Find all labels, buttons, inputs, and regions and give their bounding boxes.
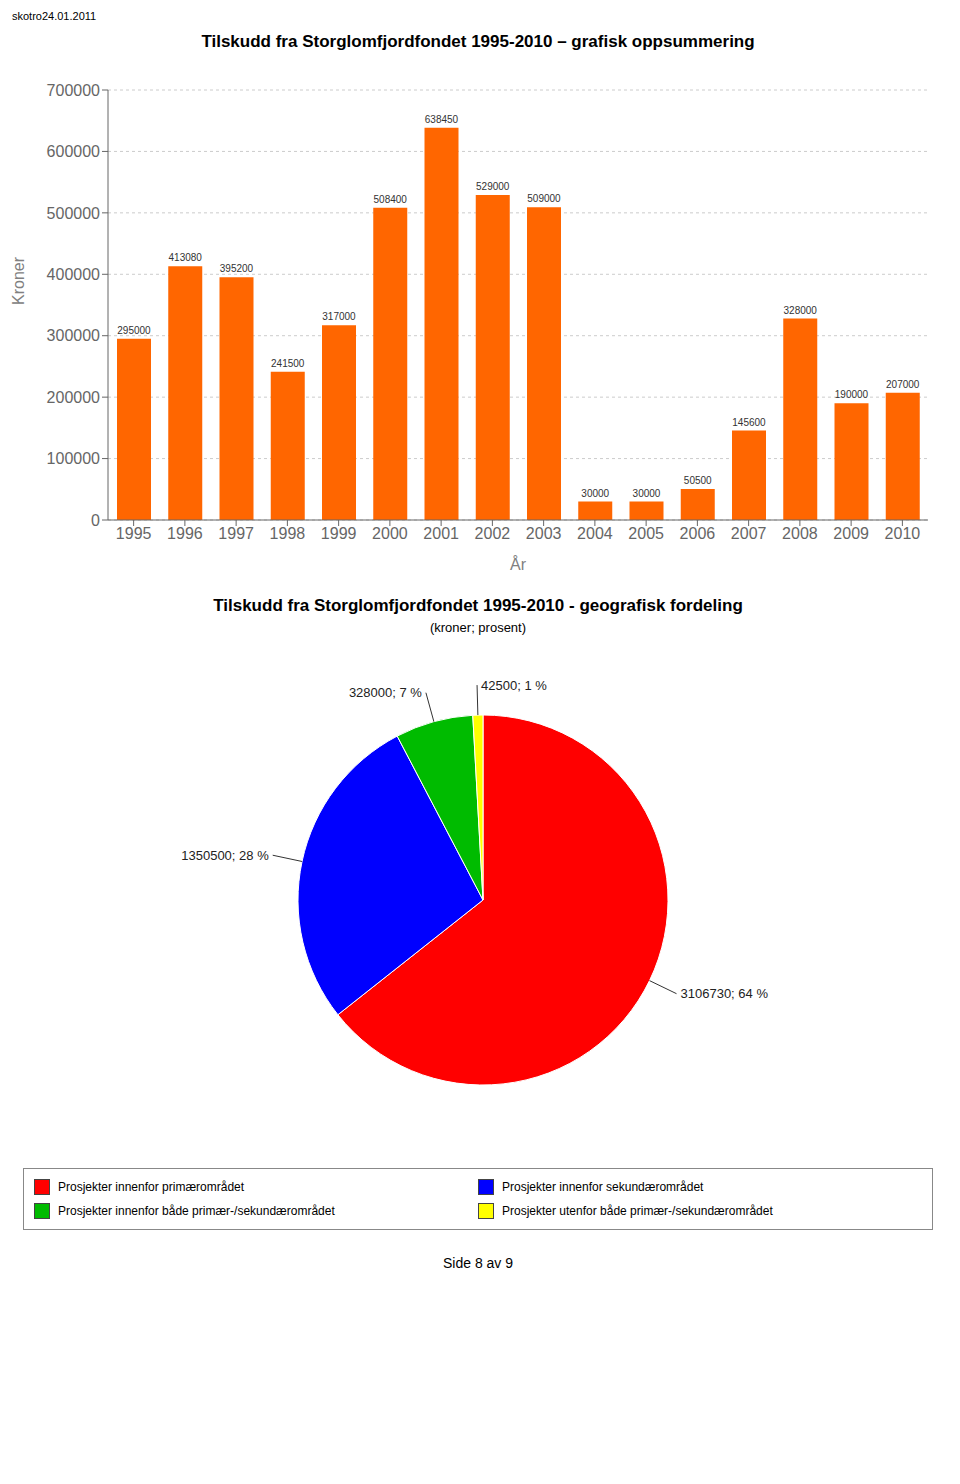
svg-text:529000: 529000 bbox=[476, 181, 510, 192]
svg-text:400000: 400000 bbox=[47, 266, 100, 283]
svg-text:1997: 1997 bbox=[218, 525, 254, 542]
svg-text:200000: 200000 bbox=[47, 389, 100, 406]
svg-text:509000: 509000 bbox=[527, 193, 561, 204]
svg-text:2004: 2004 bbox=[577, 525, 613, 542]
html-text:Side 8 av 9: Side 8 av 9 bbox=[443, 1255, 513, 1271]
svg-text:700000: 700000 bbox=[47, 82, 100, 99]
svg-text:2001: 2001 bbox=[423, 525, 459, 542]
svg-text:2005: 2005 bbox=[628, 525, 664, 542]
svg-text:42500; 1 %: 42500; 1 % bbox=[481, 678, 547, 693]
html-text:Prosjekter utenfor både primær: Prosjekter utenfor både primær-/sekundær… bbox=[502, 1204, 773, 1218]
svg-text:50500: 50500 bbox=[684, 475, 712, 486]
svg-text:1996: 1996 bbox=[167, 525, 203, 542]
svg-text:295000: 295000 bbox=[117, 325, 151, 336]
svg-text:1350500; 28 %: 1350500; 28 % bbox=[181, 848, 269, 863]
svg-text:2008: 2008 bbox=[782, 525, 818, 542]
svg-text:207000: 207000 bbox=[886, 379, 920, 390]
html-text:skotro24.01.2011: skotro24.01.2011 bbox=[12, 10, 97, 22]
svg-text:Kroner: Kroner bbox=[10, 256, 27, 305]
html-text:Tilskudd fra Storglomfjordfond: Tilskudd fra Storglomfjordfondet 1995-20… bbox=[201, 32, 755, 51]
svg-text:1998: 1998 bbox=[270, 525, 306, 542]
svg-text:30000: 30000 bbox=[633, 488, 661, 499]
svg-text:2007: 2007 bbox=[731, 525, 767, 542]
svg-text:145600: 145600 bbox=[732, 417, 766, 428]
html-text:Prosjekter innenfor både primæ: Prosjekter innenfor både primær-/sekundæ… bbox=[58, 1204, 335, 1218]
svg-text:508400: 508400 bbox=[374, 194, 408, 205]
svg-text:2002: 2002 bbox=[475, 525, 511, 542]
svg-text:2006: 2006 bbox=[680, 525, 716, 542]
svg-text:328000; 7 %: 328000; 7 % bbox=[349, 685, 422, 700]
svg-text:328000: 328000 bbox=[784, 305, 818, 316]
svg-text:300000: 300000 bbox=[47, 327, 100, 344]
svg-text:500000: 500000 bbox=[47, 205, 100, 222]
svg-text:241500: 241500 bbox=[271, 358, 305, 369]
html-text:Prosjekter innenfor sekundærom: Prosjekter innenfor sekundærområdet bbox=[502, 1180, 704, 1194]
html-text:Tilskudd fra Storglomfjordfond: Tilskudd fra Storglomfjordfondet 1995-20… bbox=[213, 596, 743, 615]
svg-text:395200: 395200 bbox=[220, 263, 254, 274]
svg-text:100000: 100000 bbox=[47, 450, 100, 467]
svg-text:638450: 638450 bbox=[425, 114, 459, 125]
svg-text:2003: 2003 bbox=[526, 525, 562, 542]
svg-text:317000: 317000 bbox=[322, 311, 356, 322]
html-text:Prosjekter innenfor primærområ: Prosjekter innenfor primærområdet bbox=[58, 1180, 245, 1194]
svg-text:1995: 1995 bbox=[116, 525, 152, 542]
svg-text:2010: 2010 bbox=[885, 525, 921, 542]
html-text:(kroner; prosent): (kroner; prosent) bbox=[430, 620, 526, 635]
svg-text:3106730; 64 %: 3106730; 64 % bbox=[681, 986, 769, 1001]
svg-text:År: År bbox=[510, 555, 527, 573]
svg-text:190000: 190000 bbox=[835, 389, 869, 400]
svg-text:1999: 1999 bbox=[321, 525, 357, 542]
svg-text:2009: 2009 bbox=[833, 525, 869, 542]
svg-text:0: 0 bbox=[91, 512, 100, 529]
svg-text:2000: 2000 bbox=[372, 525, 408, 542]
svg-text:600000: 600000 bbox=[47, 143, 100, 160]
svg-text:413080: 413080 bbox=[169, 252, 203, 263]
svg-text:30000: 30000 bbox=[581, 488, 609, 499]
